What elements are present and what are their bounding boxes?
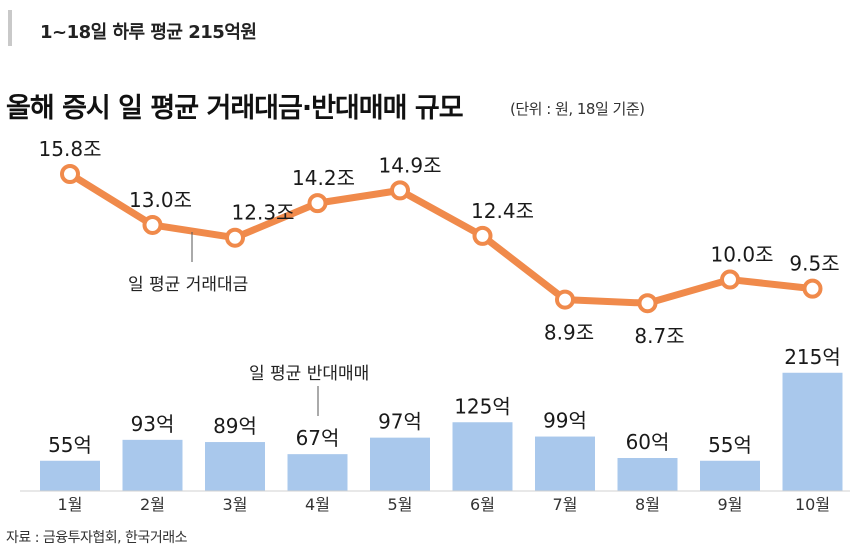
x-tick-label: 7월 xyxy=(553,495,578,514)
line-value-label: 12.3조 xyxy=(232,201,295,225)
bar-value-label: 93억 xyxy=(131,412,175,436)
line-point xyxy=(555,289,575,310)
x-tick-label: 10월 xyxy=(795,495,830,514)
line-value-label: 13.0조 xyxy=(129,188,192,212)
bar-value-label: 67억 xyxy=(296,426,340,450)
line-series-label: 일 평균 거래대금 xyxy=(128,275,248,295)
x-tick-label: 5월 xyxy=(388,495,413,514)
x-tick-label: 9월 xyxy=(718,495,743,514)
line-point xyxy=(225,227,245,248)
chart-title: 올해 증시 일 평균 거래대금·반대매매 규모 xyxy=(6,93,464,124)
bar xyxy=(205,442,265,491)
bar-value-label: 60억 xyxy=(626,430,670,454)
line-value-label: 14.2조 xyxy=(292,166,355,190)
line-series: 15.8조 13.0조 12.3조 14.2조 14.9조 12.4조 8.9조 8.7조 10… xyxy=(39,137,840,348)
line-point xyxy=(472,225,493,246)
line-point xyxy=(390,180,410,201)
line-point xyxy=(60,164,80,184)
line-point xyxy=(802,278,823,299)
bar xyxy=(700,460,760,491)
line-path xyxy=(68,171,813,307)
x-tick-label: 3월 xyxy=(223,495,248,514)
x-tick-label: 1월 xyxy=(58,495,83,514)
line-point xyxy=(720,269,740,290)
line-point xyxy=(307,193,328,214)
bar-value-label: 99억 xyxy=(543,409,587,433)
line-point xyxy=(637,293,658,314)
bar-series-label: 일 평균 반대매매 xyxy=(249,364,369,384)
line-value-label: 8.7조 xyxy=(634,324,684,348)
bar-value-label: 125억 xyxy=(454,394,511,418)
line-value-label: 10.0조 xyxy=(711,243,774,267)
subhead-accent-bar xyxy=(8,10,12,46)
bar-value-label: 55억 xyxy=(708,433,752,457)
line-value-label: 14.9조 xyxy=(379,153,442,177)
bar-value-label: 89억 xyxy=(213,414,257,438)
line-value-label: 9.5조 xyxy=(789,252,839,276)
annotations: 일 평균 거래대금 일 평균 반대매매 xyxy=(128,232,369,416)
bar-value-label: 215억 xyxy=(784,345,841,369)
x-tick-label: 6월 xyxy=(470,495,495,514)
x-tick-label: 2월 xyxy=(140,495,165,514)
bar xyxy=(370,437,430,491)
bar-value-label: 97억 xyxy=(378,410,422,434)
x-axis: 1월 2월 3월 4월 5월 6월 7월 8월 9월 10월 xyxy=(20,490,850,514)
x-tick-label: 4월 xyxy=(305,495,330,514)
line-value-label: 15.8조 xyxy=(39,137,102,161)
bar xyxy=(40,460,100,491)
bar-series: 55억 93억 89억 67억 97억 125억 99억 60억 55억 215억 xyxy=(40,345,843,491)
bar xyxy=(287,454,348,491)
x-tick-label: 8월 xyxy=(635,495,660,514)
bar xyxy=(782,372,843,491)
line-point xyxy=(142,214,163,235)
bar xyxy=(617,458,678,491)
bar xyxy=(452,422,513,491)
line-value-label: 12.4조 xyxy=(471,199,534,223)
bar xyxy=(535,436,595,491)
unit-note: (단위 : 원, 18일 기준) xyxy=(510,100,645,118)
line-value-label: 8.9조 xyxy=(544,321,594,345)
bar-value-label: 55억 xyxy=(48,433,92,457)
source-note: 자료 : 금융투자협회, 한국거래소 xyxy=(6,530,187,546)
subhead: 1~18일 하루 평균 215억원 xyxy=(40,22,257,43)
bar xyxy=(122,439,183,491)
